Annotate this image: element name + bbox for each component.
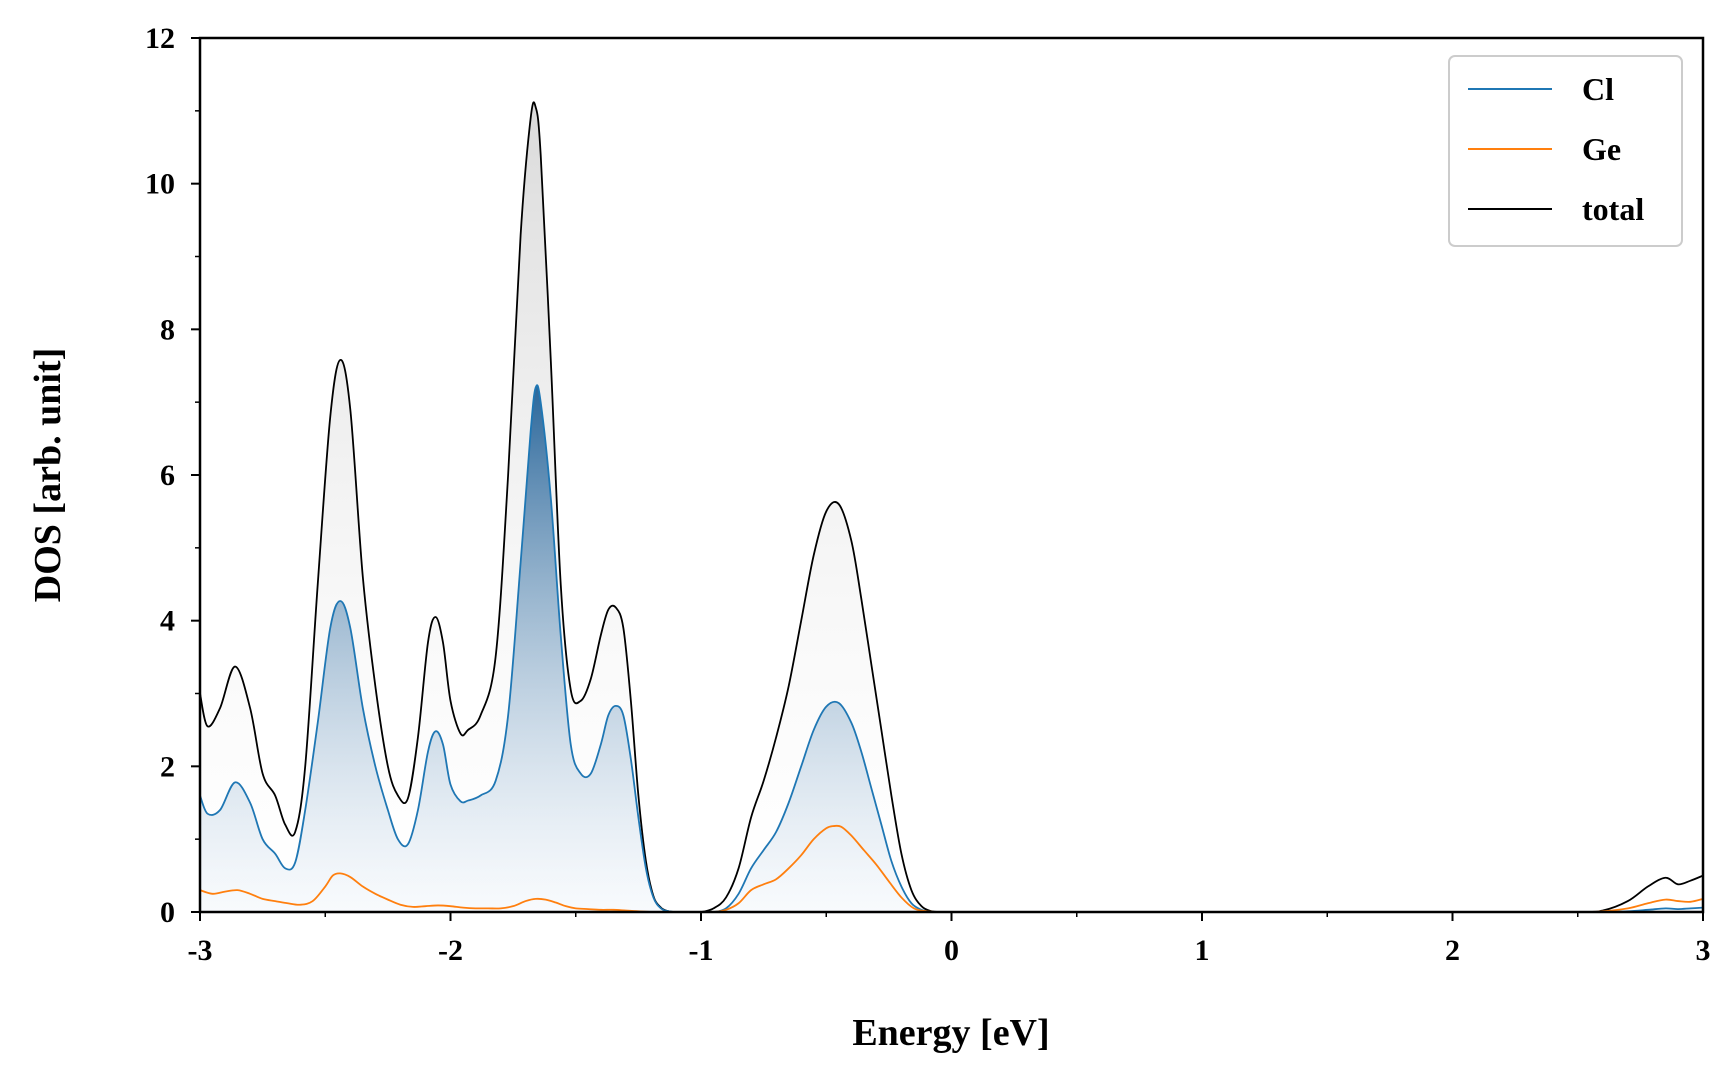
x-tick-label: 3 <box>1696 934 1711 967</box>
x-tick-label: -1 <box>689 934 714 967</box>
series-line-cl <box>200 384 1703 912</box>
y-tick-label: 6 <box>160 459 175 492</box>
area-fills <box>200 102 1703 912</box>
y-tick-label: 0 <box>160 896 175 929</box>
y-axis-title: DOS [arb. unit] <box>27 348 69 602</box>
x-axis-title: Energy [eV] <box>852 1012 1049 1054</box>
y-tick-label: 10 <box>145 168 175 201</box>
area-fill-total <box>200 102 1703 912</box>
legend: Cl Ge total <box>1448 55 1683 247</box>
legend-box <box>1448 55 1683 247</box>
x-tick-label: 0 <box>944 934 959 967</box>
legend-label-ge: Ge <box>1582 131 1621 167</box>
legend-items: Cl Ge total <box>1468 71 1644 227</box>
axis-ticks <box>191 37 1704 921</box>
x-tick-label: 1 <box>1195 934 1210 967</box>
y-tick-label: 12 <box>145 22 175 55</box>
series-line-ge <box>200 824 1703 912</box>
y-tick-label: 8 <box>160 313 175 346</box>
x-tick-label: -3 <box>188 934 213 967</box>
area-fill-cl <box>200 385 1703 912</box>
x-tick-label: -2 <box>438 934 463 967</box>
y-tick-label: 4 <box>160 605 175 638</box>
y-tick-label: 2 <box>160 750 175 783</box>
x-tick-label: 2 <box>1445 934 1460 967</box>
legend-label-cl: Cl <box>1582 71 1614 107</box>
legend-label-total: total <box>1582 191 1644 227</box>
